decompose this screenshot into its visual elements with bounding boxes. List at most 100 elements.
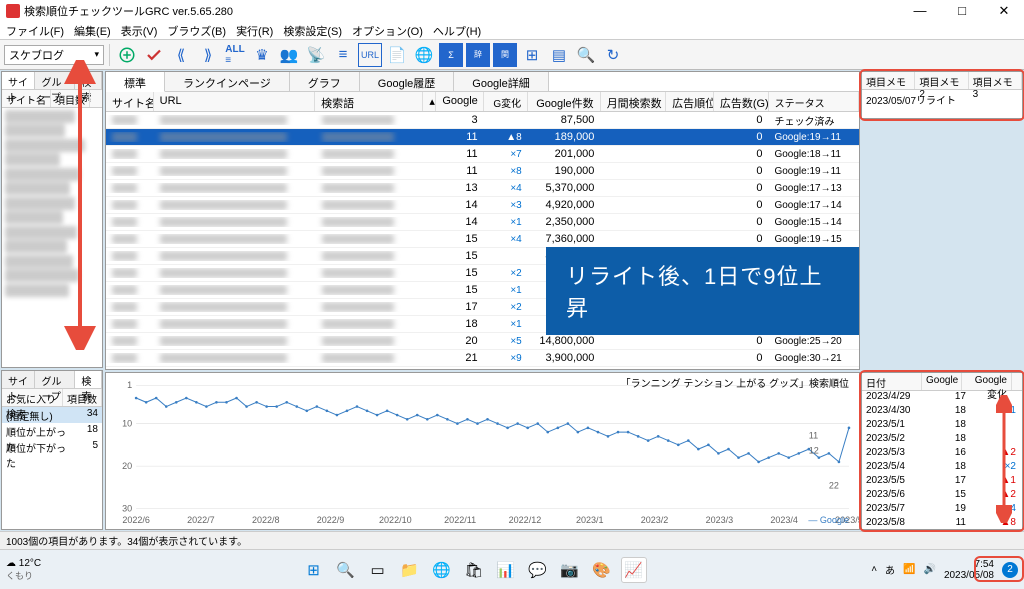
app2-icon[interactable]: 💬 [525, 557, 551, 583]
table-row[interactable]: 11×8190,0000Google:19→11 [106, 163, 859, 180]
radio-button[interactable]: 📡 [304, 43, 328, 67]
table-row[interactable]: 13×45,370,0000Google:17→13 [106, 180, 859, 197]
taskview-button[interactable]: ▭ [365, 557, 391, 583]
history-row[interactable]: 2023/5/418×2 [862, 461, 1022, 475]
hdr-adrank[interactable]: 広告順位 [666, 92, 714, 111]
site-combo[interactable]: スケブログ [4, 45, 104, 65]
menu-item[interactable]: 検索設定(S) [283, 23, 342, 39]
wifi-icon[interactable]: 📶 [903, 564, 915, 575]
history-row[interactable]: 2023/5/517▲1 [862, 475, 1022, 489]
menu-item[interactable]: ヘルプ(H) [433, 23, 481, 39]
app1-icon[interactable]: 📊 [493, 557, 519, 583]
fav-row[interactable]: (指定無し)34 [2, 407, 102, 423]
app4-icon[interactable]: 🎨 [589, 557, 615, 583]
search-taskbar[interactable]: 🔍 [333, 557, 359, 583]
forward-button[interactable]: ⟫ [196, 43, 220, 67]
window-maximize[interactable]: □ [948, 3, 976, 19]
edge-icon[interactable]: 🌐 [429, 557, 455, 583]
view-tab[interactable]: 標準 [106, 72, 165, 92]
memo-value[interactable]: 2023/05/07リライト [862, 90, 1022, 109]
table-row[interactable]: 15×47,360,0000Google:19→15 [106, 231, 859, 248]
hdr-gchange[interactable]: G変化 [484, 92, 528, 111]
globe-button[interactable]: 🌐 [412, 43, 436, 67]
hist-hdr-date[interactable]: 日付 [862, 373, 922, 390]
left-tab[interactable]: 検索 [75, 72, 102, 89]
view-tab[interactable]: グラフ [290, 72, 360, 91]
table-row[interactable]: 21×93,900,0000Google:30→21 [106, 350, 859, 367]
hdr-gcount[interactable]: Google件数 [528, 92, 601, 111]
history-row[interactable]: 2023/4/3018×1 [862, 405, 1022, 419]
start-button[interactable]: ⊞ [301, 557, 327, 583]
btn1-button[interactable]: 辞 [466, 43, 490, 67]
fav-row[interactable]: 順位が上がった18 [2, 423, 102, 439]
menu-item[interactable]: ブラウズ(B) [167, 23, 226, 39]
volume-icon[interactable]: 🔊 [923, 564, 935, 575]
table-row[interactable]: 11▲8189,0000Google:19→11 [106, 129, 859, 146]
hist-hdr-gchange[interactable]: Google変化 [962, 373, 1012, 390]
menu-item[interactable]: ファイル(F) [6, 23, 64, 39]
table-row[interactable]: 20×514,800,0000Google:25→20 [106, 333, 859, 350]
table-row[interactable]: 14×34,920,0000Google:17→14 [106, 197, 859, 214]
left-tab[interactable]: グループ [35, 72, 75, 89]
history-row[interactable]: 2023/5/615▲2 [862, 489, 1022, 503]
taskbar-weather[interactable]: ☁ 12°C くもり [6, 558, 76, 582]
history-row[interactable]: 2023/5/118 [862, 419, 1022, 433]
window-close[interactable]: ✕ [990, 3, 1018, 19]
menu-item[interactable]: 表示(V) [121, 23, 158, 39]
menu-item[interactable]: 編集(E) [74, 23, 111, 39]
history-row[interactable]: 2023/4/2917 [862, 391, 1022, 405]
table-row[interactable]: 11×7201,0000Google:18→11 [106, 146, 859, 163]
grid-button[interactable]: ⊞ [520, 43, 544, 67]
hdr-status[interactable]: ステータス [769, 92, 859, 111]
clock-date[interactable]: 2023/05/08 [944, 570, 994, 581]
url-button[interactable]: URL [358, 43, 382, 67]
menu-item[interactable]: オプション(O) [352, 23, 423, 39]
app3-icon[interactable]: 📷 [557, 557, 583, 583]
hdr-url[interactable]: URL [154, 92, 316, 111]
sum-button[interactable]: Σ [439, 43, 463, 67]
history-row[interactable]: 2023/5/811▲8 [862, 517, 1022, 531]
check-button[interactable] [142, 43, 166, 67]
system-tray[interactable]: ˄ あ 📶 🔊 7:54 2023/05/08 2 [871, 559, 1018, 581]
table-row[interactable]: 2359,0000チェック済み [106, 367, 859, 369]
table-row[interactable]: 387,5000チェック済み [106, 112, 859, 129]
left-tab[interactable]: サイト [2, 72, 35, 89]
hdr-msv[interactable]: 月間検索数 [601, 92, 666, 111]
menu-item[interactable]: 実行(R) [236, 23, 273, 39]
leftbot-tab[interactable]: グループ [35, 371, 75, 388]
tray-chevron-icon[interactable]: ˄ [871, 564, 877, 575]
hdr-site[interactable]: サイト名 [106, 92, 154, 111]
view-tab[interactable]: ランクインページ [165, 72, 290, 91]
all-button[interactable]: ALL≡ [223, 43, 247, 67]
clock-time[interactable]: 7:54 [944, 559, 994, 570]
fav-row[interactable]: 順位が下がった5 [2, 439, 102, 455]
hdr-keyword[interactable]: 検索語 [315, 92, 423, 111]
add-button[interactable] [115, 43, 139, 67]
view-tab[interactable]: Google履歴 [360, 72, 454, 91]
history-row[interactable]: 2023/5/316▲2 [862, 447, 1022, 461]
ime-indicator[interactable]: あ [885, 562, 895, 577]
leftbot-tab[interactable]: 検索 [75, 371, 102, 388]
hist-hdr-google[interactable]: Google [922, 373, 962, 390]
refresh-button[interactable]: ↻ [601, 43, 625, 67]
leftbot-tab[interactable]: サイト [2, 371, 35, 388]
rewind-button[interactable]: ⟪ [169, 43, 193, 67]
search-button[interactable]: 🔍 [574, 43, 598, 67]
grc-taskbar-icon[interactable]: 📈 [621, 557, 647, 583]
hdr-adcount[interactable]: 広告数(G) [714, 92, 769, 111]
people-button[interactable]: 👥 [277, 43, 301, 67]
table-row[interactable]: 14×12,350,0000Google:15→14 [106, 214, 859, 231]
history-row[interactable]: 2023/5/218 [862, 433, 1022, 447]
doc-button[interactable]: 📄 [385, 43, 409, 67]
history-row[interactable]: 2023/5/719×4 [862, 503, 1022, 517]
explorer-icon[interactable]: 📁 [397, 557, 423, 583]
view-tab[interactable]: Google詳細 [454, 72, 548, 91]
window-minimize[interactable]: — [906, 3, 934, 19]
crown-button[interactable]: ♛ [250, 43, 274, 67]
btn2-button[interactable]: 関 [493, 43, 517, 67]
hdr-google[interactable]: Google [436, 92, 484, 111]
notification-badge[interactable]: 2 [1002, 562, 1018, 578]
list-button[interactable]: ≡ [331, 43, 355, 67]
text-button[interactable]: ▤ [547, 43, 571, 67]
store-icon[interactable]: 🛍 [461, 557, 487, 583]
